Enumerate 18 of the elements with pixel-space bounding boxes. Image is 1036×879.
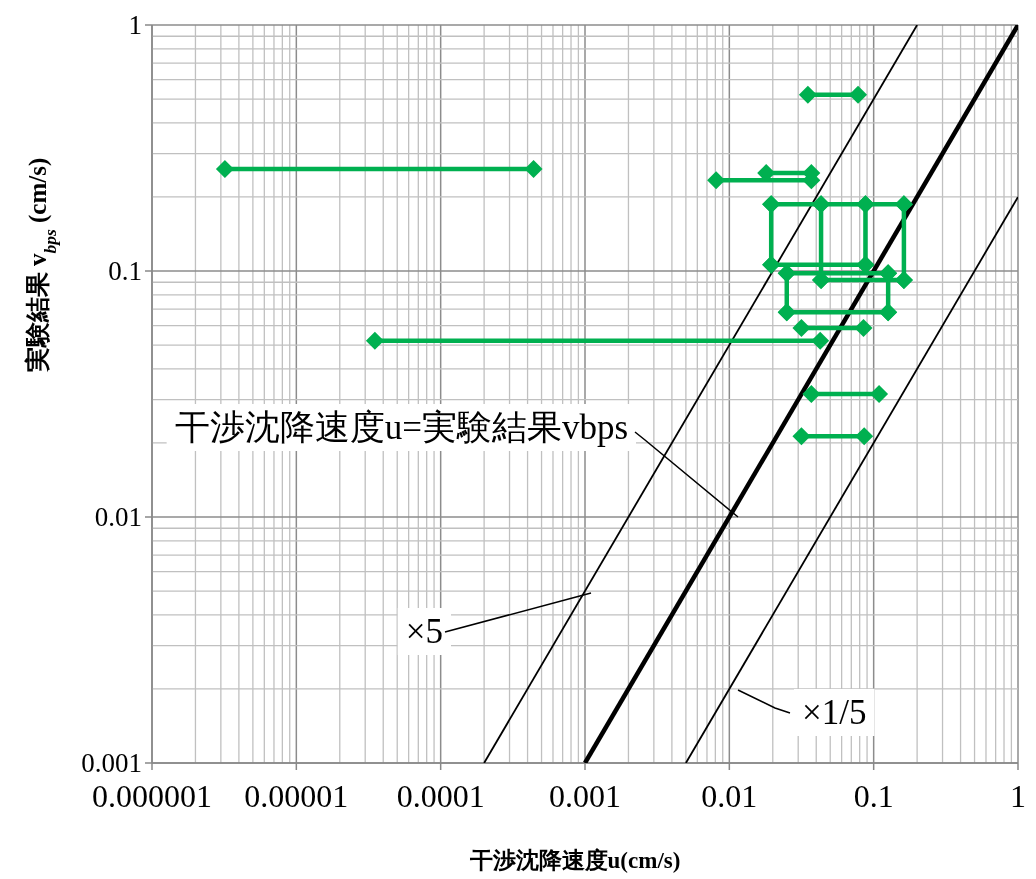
x-tick-label: 0.0001 [396,778,485,814]
annotation: ×5 [397,592,592,655]
annotation: ×1/5 [802,693,867,732]
x-tick-label: 0.001 [549,778,621,814]
y-tick-label: 0.1 [108,256,142,286]
x-tick-label: 0.1 [853,778,894,814]
y-tick-label: 0.01 [94,502,142,532]
annotation: 干渉沈降速度u=実験結果vbps [174,408,628,447]
annotation: 干渉沈降速度u=実験結果vbps [166,404,739,518]
annotation: ×5 [405,612,443,651]
x-tick-label: 0.01 [701,778,758,814]
x-tick-label: 1 [1010,778,1026,814]
x-tick-label: 0.00001 [244,778,349,814]
annotation: ×1/5 [737,689,875,736]
x-tick-label: 0.000001 [92,778,212,814]
y-tick-label: 1 [128,10,142,40]
y-tick-label: 0.001 [81,748,142,778]
x-axis-title: 干渉沈降速度u(cm/s) [468,847,681,873]
